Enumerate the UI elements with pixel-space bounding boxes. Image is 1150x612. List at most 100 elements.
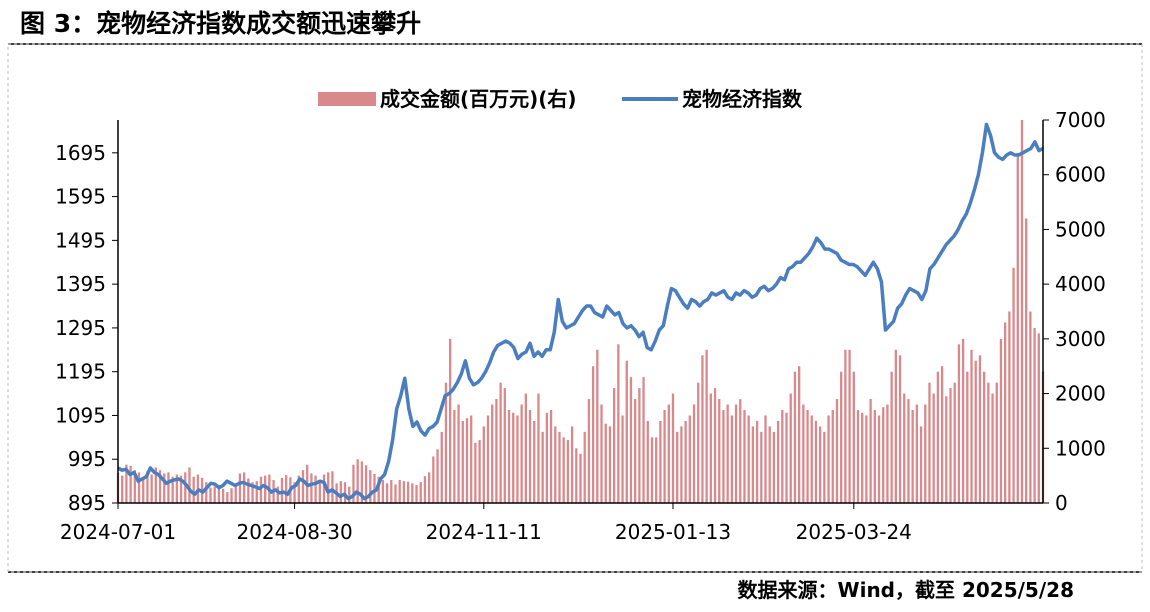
left-tick-label: 1295: [55, 316, 106, 340]
bar-mark: [1033, 327, 1036, 503]
bar-mark: [747, 415, 750, 503]
bar-mark: [591, 366, 595, 503]
left-tick-label: 1595: [55, 185, 106, 209]
bar-mark: [877, 415, 881, 503]
bar-mark: [465, 418, 469, 503]
bar-mark: [184, 472, 187, 503]
bar-mark: [1016, 152, 1019, 503]
bar-mark: [179, 475, 183, 503]
bar-mark: [150, 474, 153, 503]
bar-mark: [726, 404, 729, 503]
bar-mark: [890, 371, 893, 503]
bar-mark: [819, 426, 822, 503]
bar-mark: [583, 431, 586, 503]
bar-mark: [230, 488, 233, 503]
bar-mark: [999, 338, 1003, 503]
bar-mark: [121, 475, 124, 503]
bar-mark: [797, 366, 801, 503]
bar-mark: [781, 409, 784, 503]
legend-swatch-bars: [318, 92, 376, 106]
bar-mark: [713, 388, 717, 503]
left-tick-labels: 895 995 1095 1195 1295 1395 1495 1595 1695: [55, 141, 118, 515]
bar-mark: [861, 412, 864, 503]
bar-mark: [961, 338, 965, 503]
bar-mark: [415, 484, 418, 503]
bar-mark: [903, 393, 906, 503]
bar-mark: [940, 366, 944, 503]
bar-mark: [423, 476, 427, 503]
bar-mark: [785, 412, 788, 503]
bar-mark: [1029, 311, 1032, 503]
bar-mark: [221, 488, 225, 503]
chart-title: 图 3：宠物经济指数成交额迅速攀升: [20, 9, 422, 38]
bar-mark: [856, 409, 860, 503]
bar-mark: [558, 431, 561, 503]
bar-mark: [478, 440, 481, 503]
bar-mark: [789, 393, 792, 503]
bar-mark: [339, 481, 342, 503]
bar-mark: [234, 484, 237, 503]
bar-mark: [398, 480, 401, 503]
bar-mark: [499, 382, 502, 503]
bar-mark: [192, 476, 195, 503]
bar-mark: [297, 475, 300, 503]
bar-mark: [932, 393, 935, 503]
bar-mark: [377, 476, 380, 503]
bar-mark: [507, 409, 511, 503]
bar-mark: [528, 409, 532, 503]
left-tick-label: 1095: [55, 403, 106, 427]
bar-mark: [457, 404, 460, 503]
bar-mark: [873, 409, 876, 503]
bar-mark: [915, 404, 919, 503]
bar-mark: [663, 409, 666, 503]
bar-mark: [730, 415, 734, 503]
plot-frame: [7, 43, 1143, 573]
bar-mark: [247, 478, 250, 503]
bar-mark: [835, 399, 839, 503]
bar-mark: [146, 471, 149, 503]
bar-mark: [650, 437, 654, 503]
right-tick-labels: 0 1000 2000 3000 4000 5000 6000 7000: [1043, 108, 1106, 515]
bar-mark: [898, 355, 902, 503]
bar-mark: [612, 388, 616, 503]
bar-mark: [154, 467, 157, 503]
bar-mark: [814, 420, 818, 503]
bar-mark: [293, 482, 296, 503]
bar-mark: [697, 382, 700, 503]
x-tick-label: 2025-03-24: [796, 520, 912, 544]
bar-mark: [751, 426, 755, 503]
bar-mark: [486, 415, 490, 503]
bar-mark: [381, 480, 385, 503]
bar-mark: [823, 431, 826, 503]
bar-mark: [882, 407, 885, 503]
bar-mark: [608, 426, 612, 503]
bar-mark: [987, 382, 990, 503]
bar-mark: [137, 472, 141, 503]
left-tick-label: 1395: [55, 272, 106, 296]
bar-mark: [701, 355, 704, 503]
bar-mark: [356, 459, 359, 503]
bar-mark: [957, 344, 961, 503]
bar-mark: [285, 475, 288, 503]
bar-mark: [533, 420, 536, 503]
bar-mark: [869, 399, 872, 503]
x-tick-label: 2024-11-11: [426, 520, 542, 544]
bar-mark: [928, 382, 931, 503]
bar-mark: [840, 371, 843, 503]
left-tick-label: 1195: [55, 360, 106, 384]
bar-mark: [360, 461, 364, 503]
source-note: 数据来源：Wind，截至 2025/5/28: [737, 578, 1074, 602]
bar-mark: [541, 431, 544, 503]
bar-mark: [318, 481, 321, 503]
bar-mark: [831, 409, 834, 503]
bar-mark: [852, 371, 855, 503]
legend: 成交金额(百万元)(右) 宠物经济指数: [318, 87, 803, 111]
bar-mark: [491, 404, 494, 503]
right-tick-label: 7000: [1055, 108, 1106, 132]
bar-mark: [327, 472, 330, 503]
bar-mark: [802, 404, 805, 503]
bar-mark: [1012, 267, 1015, 503]
bar-mark: [440, 431, 443, 503]
bar-mark: [776, 420, 780, 503]
